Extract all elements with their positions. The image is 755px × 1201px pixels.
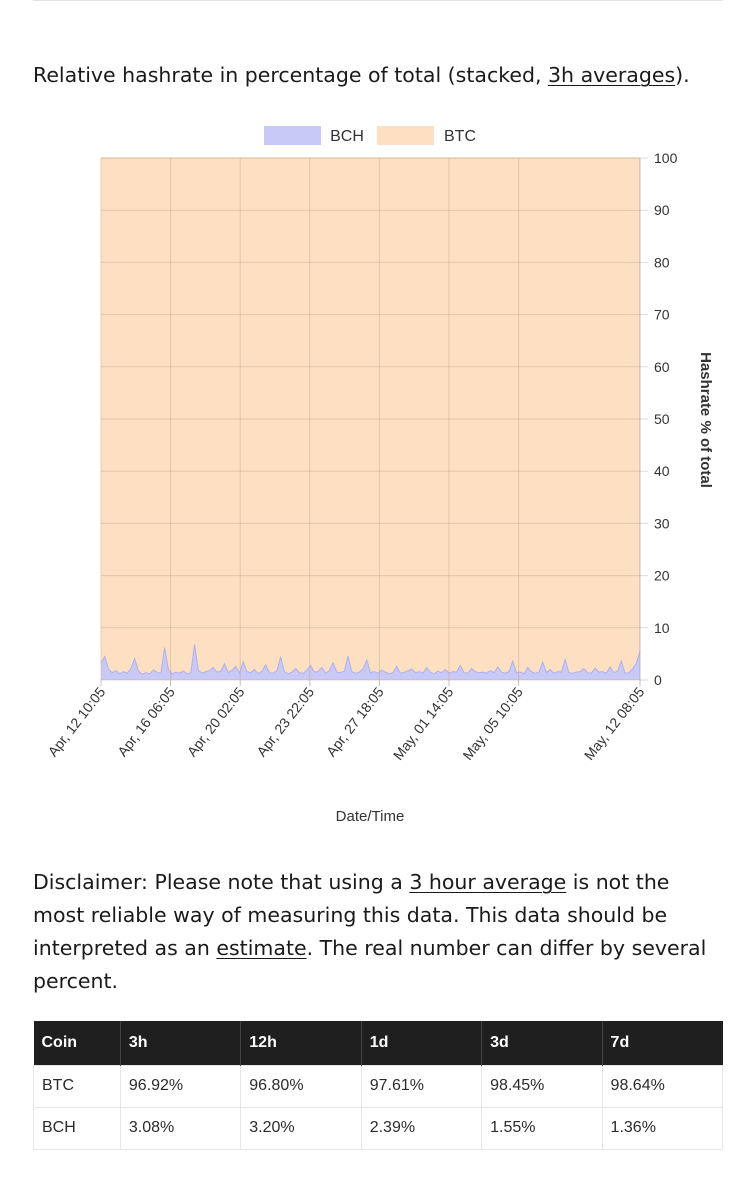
cell-value: 97.61% (360, 1064, 483, 1108)
x-tick-label: Apr, 20 02:05 (184, 684, 248, 760)
cell-value: 98.64% (601, 1064, 724, 1108)
chart-plot-area (100, 157, 641, 680)
hashrate-summary-table: Coin 3h 12h 1d 3d 7d BTC 96.92% 96.80% 9… (33, 1021, 724, 1150)
legend-swatch-btc (377, 126, 434, 145)
y-tick-label: 70 (654, 307, 670, 323)
x-tick-label: Apr, 12 10:05 (44, 684, 108, 760)
cell-value: 3.20% (240, 1106, 362, 1150)
header-coin: Coin (33, 1021, 121, 1065)
btc-area (101, 158, 640, 680)
bch-area (101, 644, 640, 680)
x-gridlines (100, 158, 641, 686)
legend-label-bch: BCH (330, 128, 364, 145)
intro-text-after: ). (675, 63, 690, 87)
top-divider (33, 0, 723, 1)
disclaimer-before: Disclaimer: Please note that using a (33, 870, 410, 894)
disclaimer-middle: is not the most reliable way of measurin… (33, 870, 670, 960)
three-hour-average-link[interactable]: 3 hour average (409, 870, 567, 894)
cell-value: 98.45% (481, 1064, 603, 1108)
x-tick-label: Apr, 23 22:05 (253, 684, 317, 760)
x-tick-label: May, 01 14:05 (390, 684, 457, 763)
disclaimer-text: Disclaimer: Please note that using a 3 h… (33, 866, 723, 998)
y-tick-label: 0 (654, 672, 662, 688)
averages-link[interactable]: 3h averages (548, 63, 676, 87)
y-axis-label: Hashrate % of total (697, 352, 714, 488)
bch-line (100, 644, 641, 675)
x-axis-label: Date/Time (336, 808, 405, 825)
y-tick-label: 60 (654, 359, 670, 375)
cell-coin: BCH (33, 1106, 121, 1150)
cell-value: 1.36% (601, 1106, 724, 1150)
legend-label-btc: BTC (444, 128, 476, 145)
header-3d: 3d (481, 1021, 603, 1065)
header-3h: 3h (120, 1021, 242, 1065)
chart-intro-text: Relative hashrate in percentage of total… (33, 60, 733, 90)
estimate-link[interactable]: estimate (216, 936, 307, 960)
y-tick-label: 40 (654, 463, 670, 479)
table-row: BTC 96.92% 96.80% 97.61% 98.45% 98.64% (33, 1064, 724, 1108)
y-tick-label: 80 (654, 254, 670, 270)
header-12h: 12h (240, 1021, 362, 1065)
hashrate-chart: BCH BTC 0 10 20 30 40 50 60 70 80 90 100 Apr, 12 10… (44, 126, 714, 825)
cell-value: 3.08% (119, 1106, 242, 1150)
y-tick-label: 50 (654, 411, 670, 427)
x-tick-label: May, 12 08:05 (581, 684, 648, 763)
y-tick-label: 100 (654, 150, 678, 166)
y-tick-label: 30 (654, 515, 670, 531)
chart-legend[interactable]: BCH BTC (264, 126, 476, 145)
header-7d: 7d (602, 1021, 723, 1065)
legend-swatch-bch (264, 126, 321, 145)
cell-value: 96.92% (119, 1064, 242, 1108)
x-tick-label: Apr, 27 18:05 (323, 684, 387, 760)
table-header-row: Coin 3h 12h 1d 3d 7d (33, 1021, 723, 1065)
y-tick-label: 20 (654, 568, 670, 584)
x-axis-ticks: Apr, 12 10:05 Apr, 16 06:05 Apr, 20 02:05 A… (44, 684, 647, 763)
disclaimer-after: . The real number can differ by several … (33, 936, 707, 993)
header-1d: 1d (361, 1021, 483, 1065)
intro-text-before: Relative hashrate in percentage of total… (33, 63, 549, 87)
y-tick-label: 10 (654, 620, 670, 636)
cell-value: 2.39% (360, 1106, 483, 1150)
table-row: BCH 3.08% 3.20% 2.39% 1.55% 1.36% (33, 1106, 724, 1150)
cell-value: 1.55% (481, 1106, 603, 1150)
y-axis-ticks: 0 10 20 30 40 50 60 70 80 90 100 (654, 150, 678, 688)
y-tick-label: 90 (654, 202, 670, 218)
x-tick-label: May, 05 10:05 (459, 684, 526, 763)
y-gridlines (101, 157, 648, 681)
cell-coin: BTC (33, 1064, 121, 1108)
cell-value: 96.80% (240, 1064, 362, 1108)
x-tick-label: Apr, 16 06:05 (114, 684, 178, 760)
